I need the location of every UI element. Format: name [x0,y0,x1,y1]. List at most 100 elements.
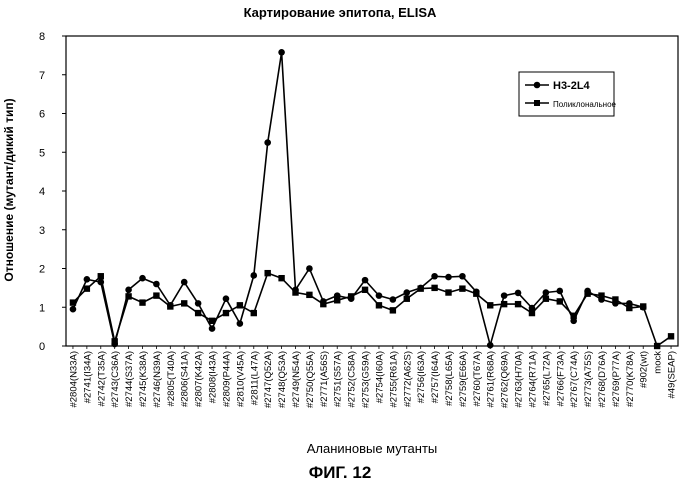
data-point-2 [501,301,507,307]
x-tick-label: #2809(P44A) [221,351,232,407]
data-point-2 [654,343,660,349]
y-axis-label: Отношение (мутант/дикий тип) [2,98,16,281]
y-tick-label: 1 [39,302,45,314]
data-point-1 [487,342,494,349]
data-point-2 [278,275,284,281]
data-point-1 [556,288,563,295]
x-tick-label: #2750(Q55A) [305,351,316,408]
x-tick-label: #2746(N39A) [152,351,163,408]
data-point-2 [237,302,243,308]
x-tick-label: #2772(A62S) [402,351,413,407]
data-point-1 [84,276,91,283]
x-tick-label: #2762(Q69A) [500,351,511,408]
data-point-1 [237,320,244,327]
data-point-2 [306,292,312,298]
data-point-1 [195,300,202,307]
data-point-2 [153,292,159,298]
data-point-2 [84,285,90,291]
data-point-2 [390,307,396,313]
legend-label-2: Поликлональное [553,100,617,109]
data-point-2 [362,287,368,293]
y-tick-label: 4 [39,186,45,198]
data-point-2 [348,293,354,299]
data-point-2 [251,310,257,316]
x-tick-label: #2766(F73A) [555,351,566,406]
y-tick-label: 5 [39,147,45,159]
x-tick-label: #2808(I43A) [208,351,219,403]
x-tick-label: #2754(I60A) [374,351,385,403]
data-point-1 [445,274,452,281]
legend-label-1: H3-2L4 [553,80,591,92]
data-point-2 [640,303,646,309]
x-tick-label: mock [653,351,664,374]
data-point-1 [70,306,77,313]
y-tick-label: 7 [39,70,45,82]
series-line-2 [73,273,671,346]
data-point-1 [362,277,369,284]
x-tick-label: #2742(T35A) [96,351,107,406]
x-tick-label: #2770(K78A) [625,351,636,407]
x-tick-label: #2748(Q53A) [277,351,288,408]
data-point-2 [111,338,117,344]
data-point-1 [125,287,132,294]
x-tick-label: #2810(V45A) [235,351,246,407]
line-chart: Картирование эпитопа, ELISA Отношение (м… [0,0,699,485]
data-point-2 [543,296,549,302]
data-point-1 [223,295,230,302]
data-point-2 [209,318,215,324]
data-point-2 [473,290,479,296]
data-point-2 [404,296,410,302]
x-tick-label: #49(SEAP) [667,351,678,399]
x-tick-label: #2771(A56S) [319,351,330,407]
legend-marker-1 [534,82,541,89]
x-tick-label: #2744(S37A) [124,351,135,407]
x-tick-label: #2811(L47A) [249,351,260,405]
data-point-2 [264,270,270,276]
data-point-1 [501,292,508,299]
data-point-2 [195,310,201,316]
data-point-2 [487,302,493,308]
y-tick-label: 6 [39,109,45,121]
x-tick-label: #2805(T40A) [166,351,177,406]
data-point-2 [417,285,423,291]
y-tick-label: 0 [39,341,45,353]
data-point-2 [459,285,465,291]
data-point-1 [181,279,188,286]
y-tick-label: 2 [39,264,45,276]
chart-title: Картирование эпитопа, ELISA [244,5,437,20]
data-point-2 [570,313,576,319]
data-point-1 [209,325,216,332]
x-tick-label: #2745(K38A) [138,351,149,407]
figure-caption: ФИГ. 12 [309,463,372,482]
y-tick-label: 3 [39,225,45,237]
data-point-1 [515,290,522,297]
x-tick-label: #2758(L65A) [444,351,455,406]
data-point-2 [431,285,437,291]
x-tick-label: #2753(G59A) [361,351,372,408]
data-point-1 [153,281,160,288]
x-tick-label: #2756(I63A) [416,351,427,403]
data-point-2 [181,300,187,306]
data-point-1 [543,289,550,296]
data-point-2 [292,289,298,295]
x-tick-label: #2768(D76A) [597,351,608,408]
data-point-1 [390,296,397,303]
x-tick-label: #2764(R71A) [527,351,538,408]
x-tick-label: #2806(S41A) [180,351,191,407]
x-tick-label: #2767(C74A) [569,351,580,408]
data-point-2 [98,273,104,279]
x-tick-label: #2757(I64A) [430,351,441,403]
data-point-2 [70,299,76,305]
data-point-1 [306,265,313,272]
data-point-2 [125,293,131,299]
data-point-2 [167,303,173,309]
data-point-2 [584,290,590,296]
data-point-2 [515,301,521,307]
x-tick-label: #2759(E66A) [458,351,469,407]
x-axis-label: Аланиновые мутанты [307,441,438,456]
data-point-2 [376,302,382,308]
y-tick-label: 8 [39,31,45,43]
x-tick-label: #2804(N33A) [68,351,79,408]
x-tick-label: #2755(R61A) [388,351,399,408]
data-point-1 [459,273,466,280]
